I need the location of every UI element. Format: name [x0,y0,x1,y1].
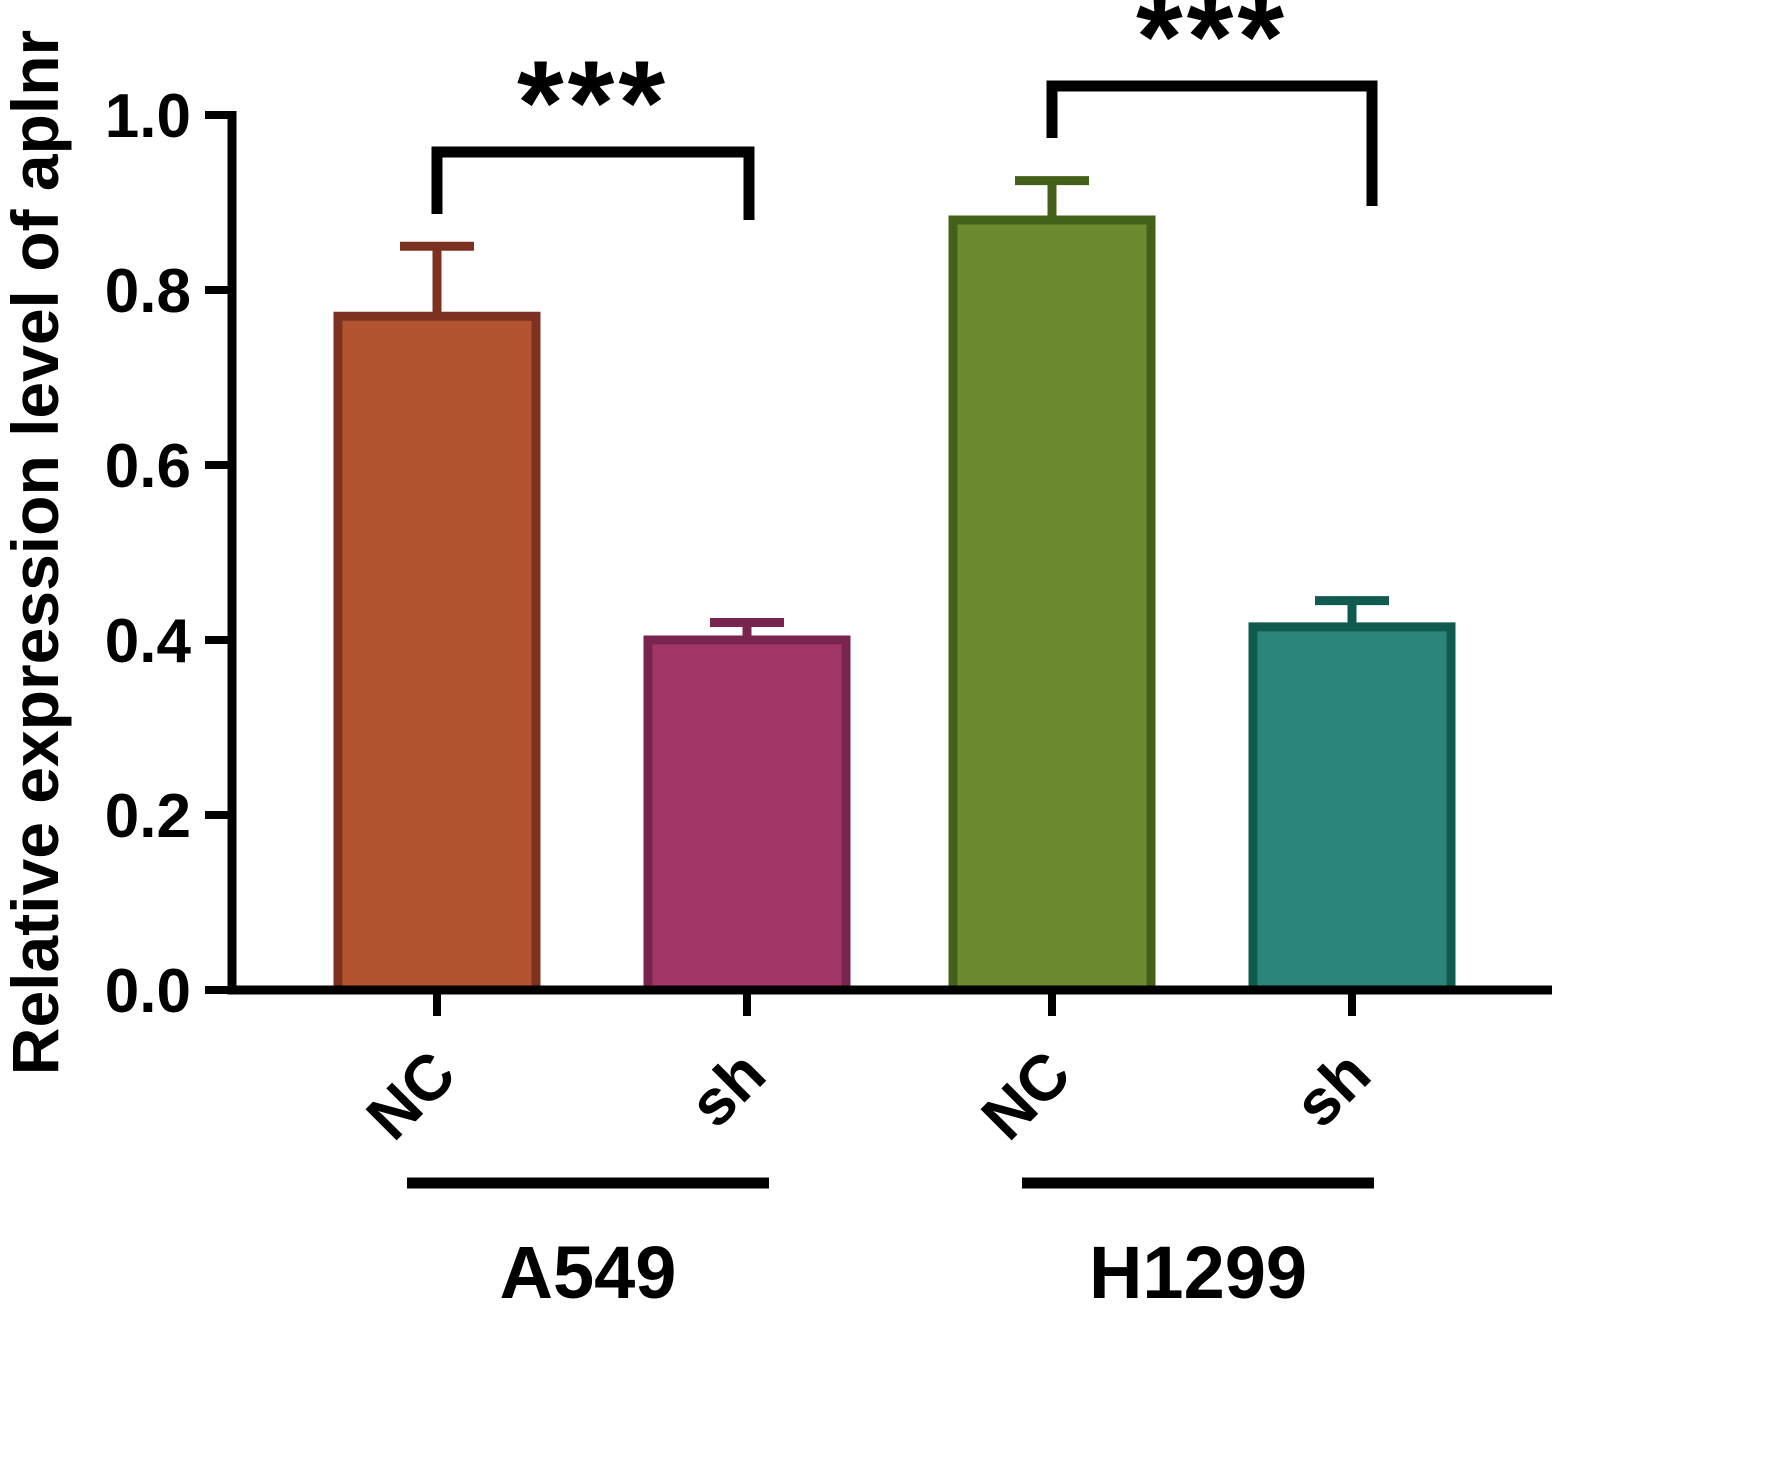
group-label-A549: A549 [500,1231,677,1314]
significance-stars-H1299: *** [1136,0,1288,104]
y-tick-label: 0.4 [105,607,192,676]
significance-stars-A549: *** [517,36,669,170]
significance-bracket-H1299 [1046,80,1378,206]
y-axis-title: Relative expression level of aplnr [0,30,72,1075]
x-axis-label-sh-H1299: sh [1280,1037,1384,1141]
y-tick-label: 0.0 [105,957,191,1026]
bar-sh-A549 [643,635,851,995]
y-tick-label: 1.0 [105,82,191,151]
y-tick-label: 0.6 [105,432,191,501]
bar-sh-H1299 [1248,622,1456,995]
x-axis-label-sh-A549: sh [675,1037,779,1141]
x-axis-label-NC-H1299: NC [968,1037,1084,1153]
group-label-H1299: H1299 [1089,1231,1307,1314]
x-axis-label-NC-A549: NC [353,1037,469,1153]
y-tick-label: 0.2 [105,782,191,851]
bar-NC-H1299 [948,215,1156,995]
y-tick-label: 0.8 [105,257,191,326]
significance-bracket-A549 [431,146,755,220]
bar-NC-A549 [333,311,541,995]
